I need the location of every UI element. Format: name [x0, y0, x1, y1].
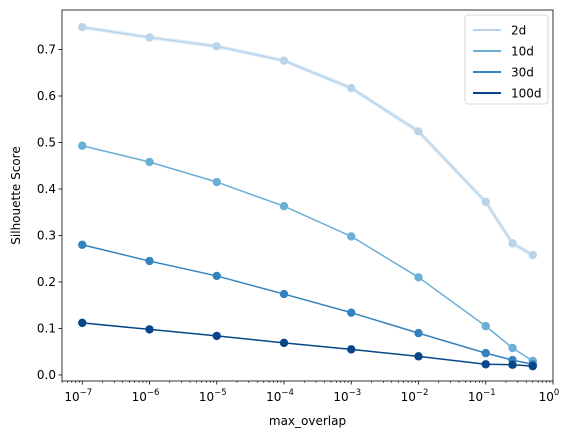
- data-point: [347, 232, 356, 241]
- x-tick-exponent: −2: [416, 388, 429, 398]
- data-point: [78, 141, 87, 150]
- series-layer: [78, 23, 537, 371]
- x-tick-base: 10: [333, 390, 348, 404]
- data-point: [528, 250, 537, 260]
- legend-box: [464, 14, 549, 105]
- x-tick-base: 10: [539, 390, 554, 404]
- data-point: [347, 83, 356, 93]
- x-tick-exponent: 0: [554, 388, 559, 398]
- x-tick-label: 10−1: [468, 388, 496, 404]
- data-point: [481, 348, 490, 358]
- legend-label: 30d: [511, 66, 534, 80]
- y-axis-label: Silhouette Score: [9, 146, 23, 244]
- x-tick-label: 10−6: [132, 388, 160, 404]
- x-tick-label: 10−3: [333, 388, 361, 404]
- x-tick-label: 100: [539, 388, 560, 404]
- data-point: [481, 321, 490, 331]
- y-tick-label: 0.7: [37, 43, 56, 57]
- data-point: [212, 177, 221, 187]
- y-tick-label: 0.2: [37, 275, 56, 289]
- data-point: [78, 318, 87, 328]
- data-point: [212, 331, 221, 341]
- data-point: [347, 345, 356, 354]
- data-point: [481, 360, 490, 369]
- x-tick-base: 10: [266, 390, 281, 404]
- series-2d: [78, 23, 537, 260]
- data-point: [414, 127, 423, 136]
- data-point: [347, 308, 356, 317]
- x-tick-base: 10: [401, 390, 416, 404]
- x-tick-base: 10: [468, 390, 483, 404]
- data-point: [508, 239, 517, 248]
- x-tick-exponent: −4: [281, 388, 294, 398]
- data-point: [145, 157, 154, 167]
- x-tick-label: 10−2: [401, 388, 429, 404]
- data-point: [414, 273, 423, 282]
- data-point: [145, 325, 154, 334]
- data-point: [414, 352, 423, 361]
- data-point: [78, 23, 87, 32]
- x-tick-exponent: −1: [483, 388, 496, 398]
- y-tick-label: 0.1: [37, 321, 56, 335]
- data-point: [279, 201, 289, 211]
- legend: 2d 10d 30d 100d: [464, 14, 549, 105]
- y-tick-label: 0.6: [37, 89, 56, 103]
- x-tick-base: 10: [132, 390, 147, 404]
- data-point: [145, 256, 154, 266]
- x-tick-exponent: −6: [147, 388, 160, 398]
- y-tick-label: 0.0: [37, 368, 56, 382]
- x-tick-exponent: −7: [80, 388, 93, 398]
- y-axis: 0.0 0.1 0.2 0.3 0.4 0.5 0.6 0.7: [37, 43, 62, 382]
- data-point: [78, 240, 87, 249]
- y-tick-label: 0.3: [37, 228, 56, 242]
- data-point: [279, 56, 289, 65]
- y-tick-label: 0.4: [37, 182, 56, 196]
- data-point: [508, 360, 517, 369]
- legend-label: 10d: [511, 45, 534, 59]
- data-point: [145, 33, 154, 42]
- data-point: [212, 42, 221, 51]
- series-100d: [78, 318, 537, 371]
- data-point: [481, 197, 490, 207]
- x-tick-label: 10−5: [199, 388, 227, 404]
- x-tick-label: 10−4: [266, 388, 294, 404]
- y-tick-label: 0.5: [37, 136, 56, 150]
- legend-label: 100d: [511, 87, 542, 101]
- x-axis: 10−7 10−6 10−5 10−4 10−3 10−2 10−1 100: [61, 381, 560, 404]
- x-tick-base: 10: [64, 390, 79, 404]
- data-point: [414, 328, 423, 338]
- legend-label: 2d: [511, 24, 526, 38]
- x-axis-label: max_overlap: [269, 414, 346, 428]
- x-tick-label: 10−7: [64, 388, 92, 404]
- data-point: [212, 271, 221, 281]
- data-point: [528, 361, 537, 371]
- x-tick-exponent: −3: [349, 388, 362, 398]
- x-tick-base: 10: [199, 390, 214, 404]
- data-point: [279, 338, 289, 348]
- x-tick-exponent: −5: [214, 388, 227, 398]
- data-point: [508, 343, 517, 353]
- data-point: [279, 289, 289, 299]
